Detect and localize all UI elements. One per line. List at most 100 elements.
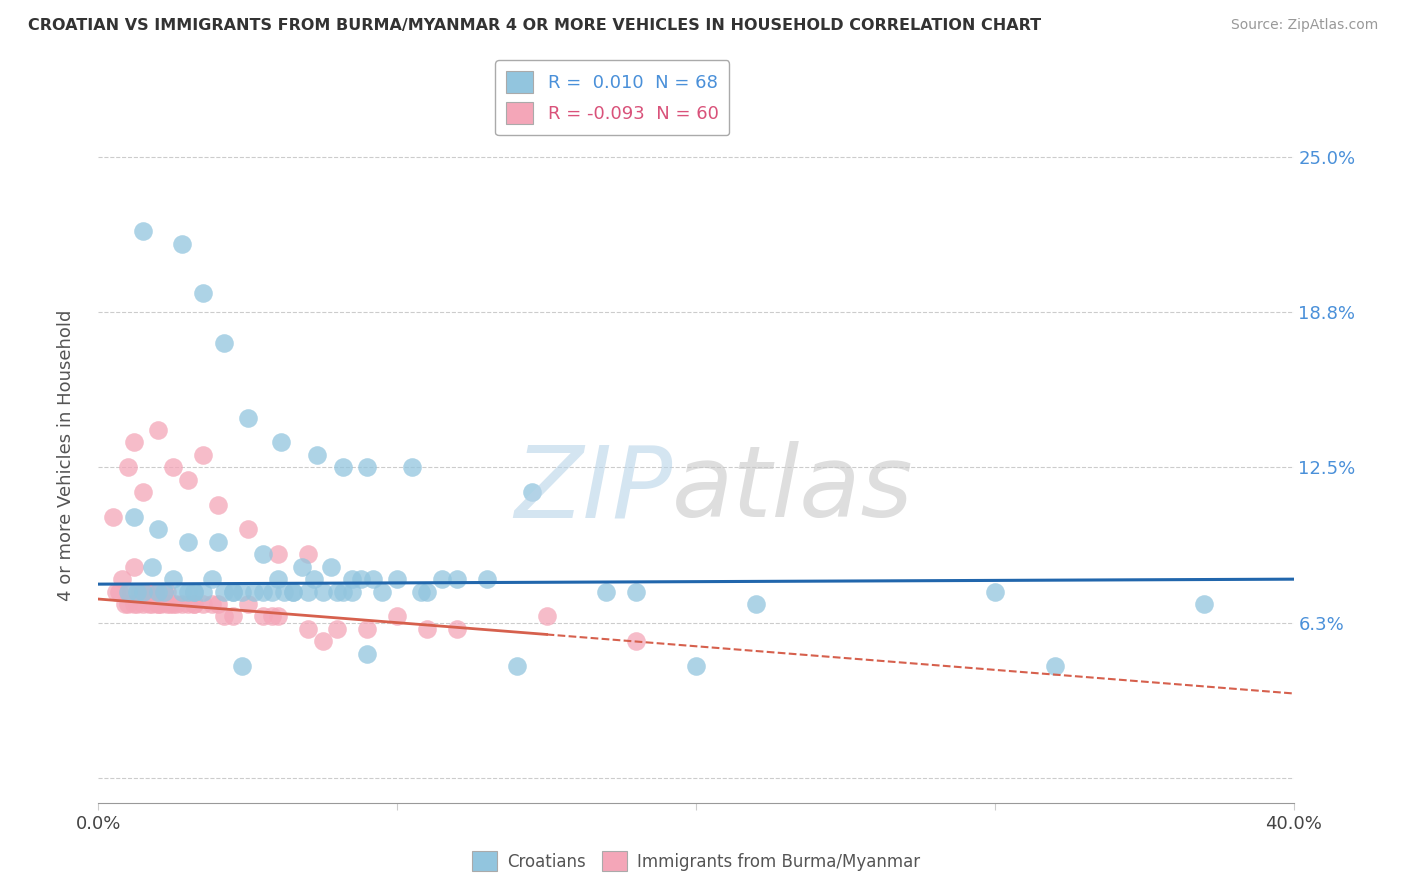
Point: [270, 435, 292, 450]
Text: ZIP: ZIP: [513, 442, 672, 538]
Point: [191, 597, 214, 611]
Point: [281, 584, 304, 599]
Point: [153, 584, 176, 599]
Point: [212, 336, 235, 351]
Point: [108, 584, 131, 599]
Point: [297, 622, 319, 636]
Point: [150, 597, 173, 611]
Point: [141, 584, 163, 599]
Point: [231, 659, 253, 673]
Point: [165, 597, 187, 611]
Point: [260, 584, 283, 599]
Point: [305, 448, 328, 462]
Point: [385, 572, 409, 586]
Point: [177, 473, 200, 487]
Point: [260, 609, 283, 624]
Point: [183, 597, 205, 611]
Point: [416, 622, 439, 636]
Point: [281, 584, 304, 599]
Point: [159, 597, 181, 611]
Point: [536, 609, 558, 624]
Point: [153, 584, 176, 599]
Point: [148, 523, 170, 537]
Point: [148, 423, 170, 437]
Point: [127, 597, 149, 611]
Point: [132, 224, 155, 238]
Point: [385, 609, 409, 624]
Point: [475, 572, 498, 586]
Point: [411, 584, 433, 599]
Point: [201, 572, 224, 586]
Point: [311, 634, 333, 648]
Legend: Croatians, Immigrants from Burma/Myanmar: Croatians, Immigrants from Burma/Myanmar: [465, 845, 927, 878]
Point: [350, 572, 373, 586]
Point: [127, 584, 149, 599]
Point: [1192, 597, 1215, 611]
Point: [363, 572, 385, 586]
Point: [332, 584, 354, 599]
Point: [626, 634, 648, 648]
Point: [162, 572, 184, 586]
Point: [132, 597, 155, 611]
Point: [177, 534, 200, 549]
Point: [416, 584, 439, 599]
Point: [183, 597, 205, 611]
Point: [103, 510, 125, 524]
Point: [124, 597, 146, 611]
Point: [506, 659, 529, 673]
Point: [172, 597, 194, 611]
Point: [236, 410, 259, 425]
Point: [148, 597, 170, 611]
Point: [148, 597, 170, 611]
Point: [117, 597, 139, 611]
Point: [124, 559, 146, 574]
Point: [984, 584, 1007, 599]
Point: [236, 523, 259, 537]
Point: [685, 659, 707, 673]
Point: [252, 547, 274, 561]
Point: [222, 609, 245, 624]
Point: [132, 584, 155, 599]
Point: [138, 597, 160, 611]
Point: [356, 647, 378, 661]
Point: [446, 622, 468, 636]
Point: [342, 584, 364, 599]
Point: [297, 547, 319, 561]
Point: [183, 584, 205, 599]
Point: [162, 460, 184, 475]
Point: [156, 597, 179, 611]
Point: [124, 435, 146, 450]
Point: [302, 572, 325, 586]
Point: [117, 460, 139, 475]
Text: Source: ZipAtlas.com: Source: ZipAtlas.com: [1230, 18, 1378, 32]
Point: [520, 485, 543, 500]
Point: [326, 584, 349, 599]
Point: [120, 584, 142, 599]
Point: [222, 584, 245, 599]
Point: [446, 572, 468, 586]
Point: [111, 572, 134, 586]
Point: [273, 584, 295, 599]
Point: [252, 609, 274, 624]
Point: [135, 584, 157, 599]
Point: [141, 597, 163, 611]
Point: [177, 597, 200, 611]
Point: [143, 584, 166, 599]
Point: [141, 559, 163, 574]
Y-axis label: 4 or more Vehicles in Household: 4 or more Vehicles in Household: [56, 310, 75, 600]
Point: [105, 584, 128, 599]
Point: [326, 622, 349, 636]
Point: [183, 584, 205, 599]
Point: [191, 448, 214, 462]
Point: [252, 584, 274, 599]
Point: [371, 584, 394, 599]
Point: [177, 584, 200, 599]
Point: [356, 460, 378, 475]
Point: [311, 584, 333, 599]
Point: [267, 572, 290, 586]
Point: [231, 584, 253, 599]
Point: [129, 584, 152, 599]
Point: [342, 572, 364, 586]
Point: [297, 584, 319, 599]
Point: [236, 597, 259, 611]
